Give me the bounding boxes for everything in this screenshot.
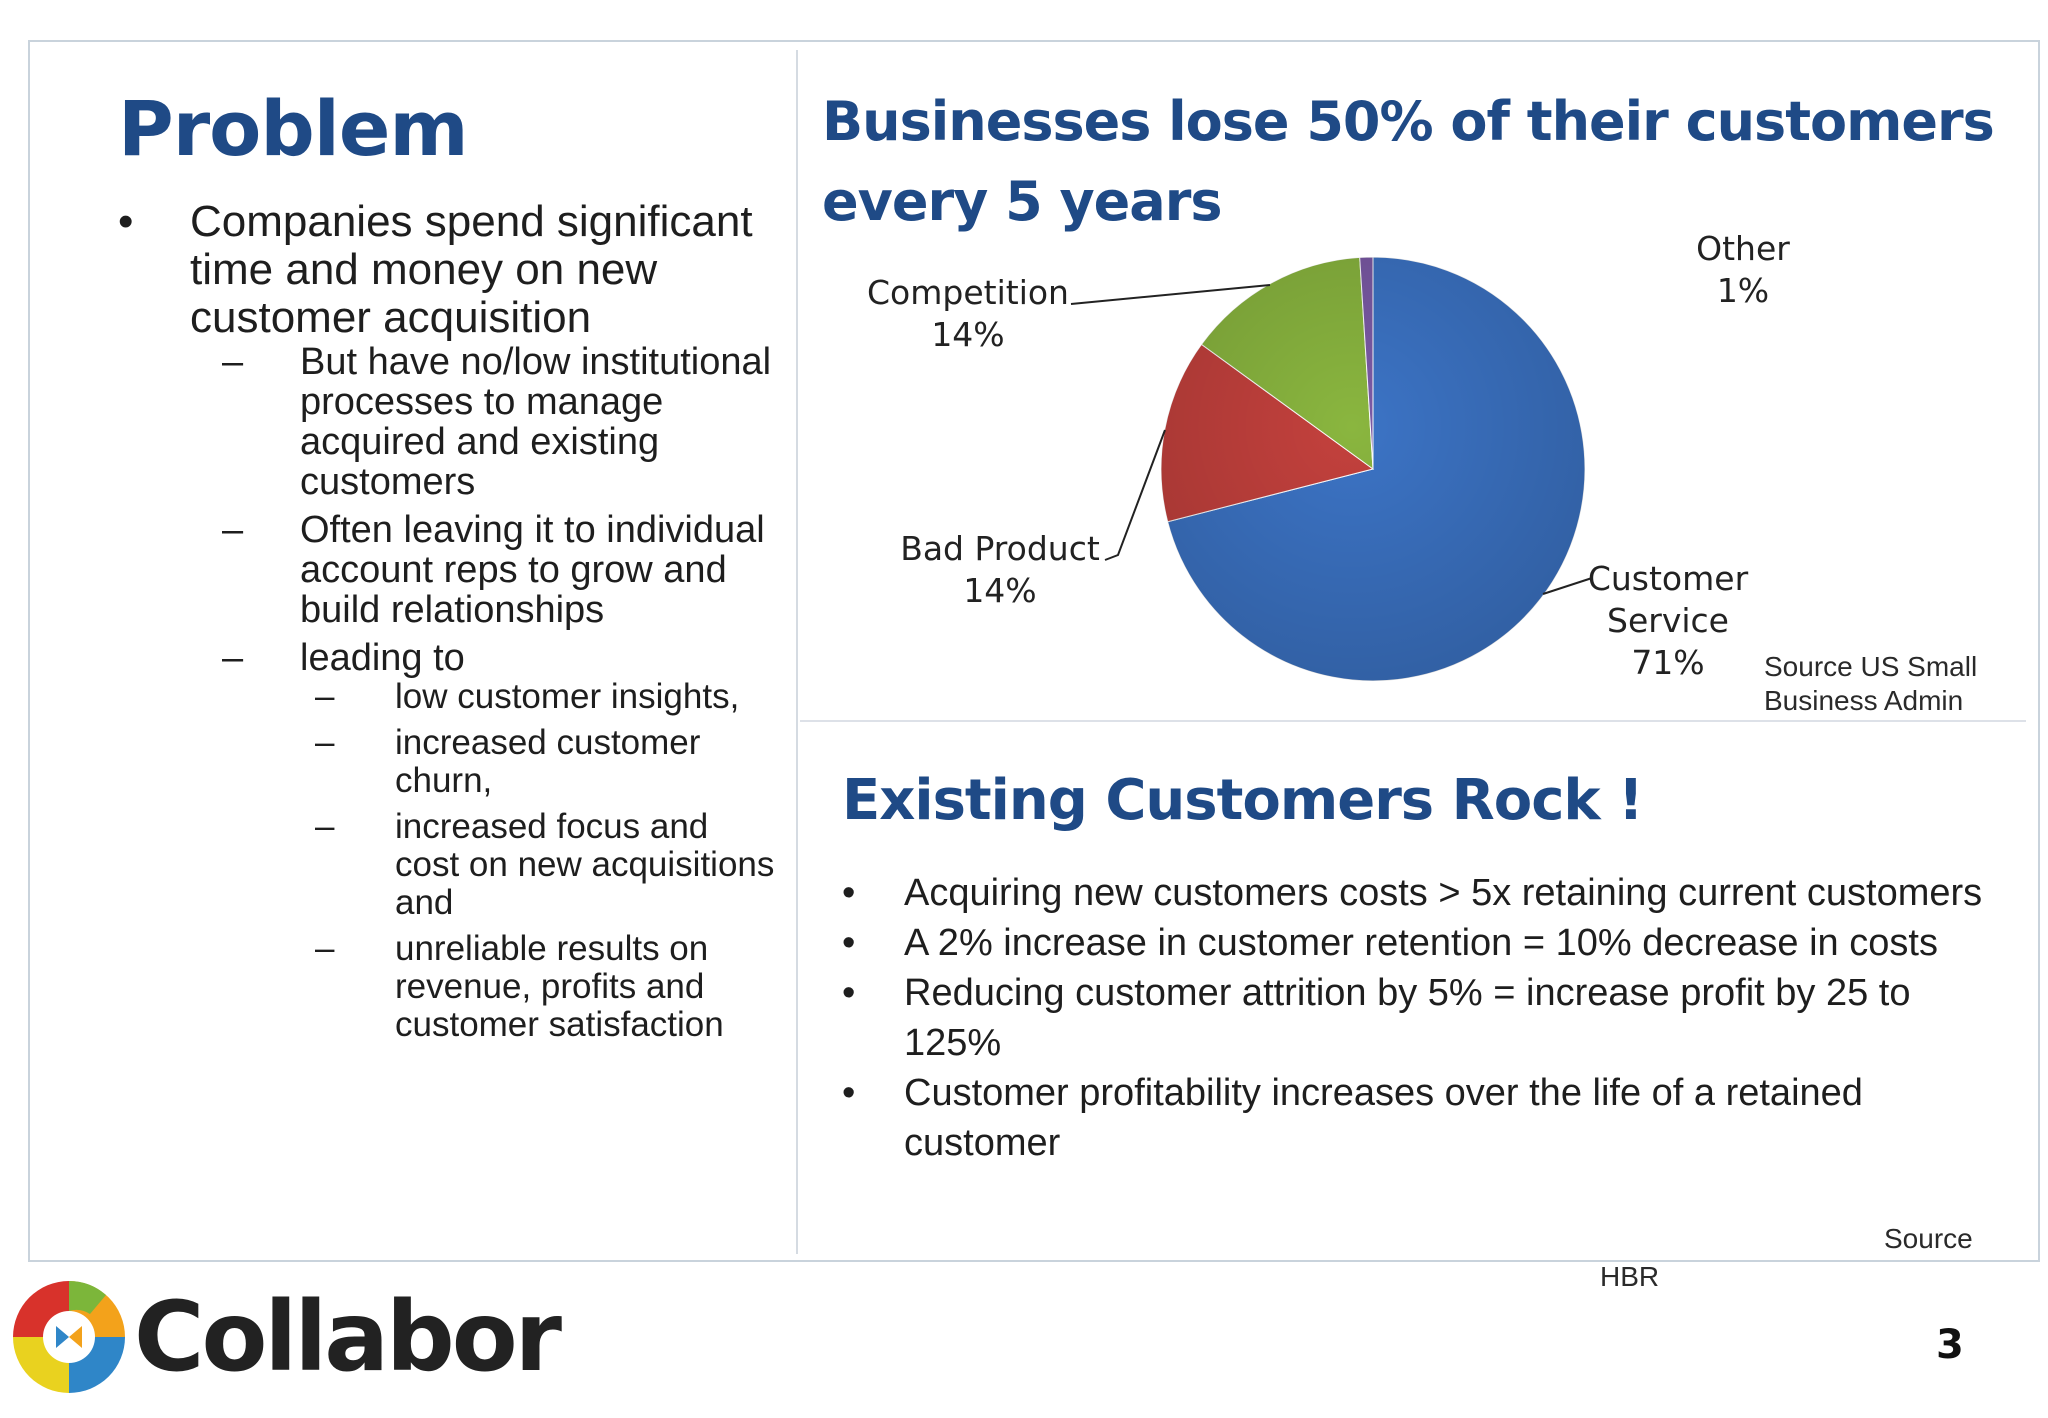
slice-label-other-value: 1% (1717, 271, 1769, 310)
slice-label-competition-value: 14% (931, 315, 1004, 354)
leading-to-text: increased focus and cost on new acquisit… (395, 807, 775, 922)
logo-swirl-icon (13, 1281, 125, 1393)
rock-item-text: A 2% increase in customer retention = 10… (904, 922, 1938, 964)
rock-item-text: Reducing customer attrition by 5% = incr… (904, 972, 1911, 1064)
subpoint: leading to low customer insights, increa… (190, 638, 778, 1044)
row-divider (800, 720, 2026, 722)
column-divider (796, 50, 798, 1254)
pie-chart: Competition 14% Other 1% Bad Product 14%… (867, 229, 1790, 682)
subpoint: But have no/low institutional processes … (190, 342, 778, 502)
leader-line-competition (1070, 284, 1271, 305)
leading-to-text: increased customer churn, (395, 723, 701, 800)
rock-item: Reducing customer attrition by 5% = incr… (842, 968, 2002, 1068)
source-sba-line1: Source US Small (1764, 651, 1978, 682)
leading-to-item: low customer insights, (190, 677, 778, 717)
slice-label-competition-name: Competition (867, 273, 1069, 312)
problem-bullet-text: Companies spend significant time and mon… (190, 197, 753, 342)
rock-item: Acquiring new customers costs > 5x retai… (842, 868, 2002, 918)
rock-item: A 2% increase in customer retention = 10… (842, 918, 2002, 968)
rock-item-text: Acquiring new customers costs > 5x retai… (904, 872, 1983, 914)
pie-shading (1161, 257, 1585, 681)
chart-title: Businesses lose 50% of their customers e… (822, 90, 1995, 233)
problem-bullet: Companies spend significant time and mon… (118, 198, 778, 1044)
leader-line-customer-service (1542, 577, 1593, 595)
leading-to-text: low customer insights, (395, 677, 740, 716)
subpoint-text: But have no/low institutional processes … (300, 341, 772, 503)
slice-label-customer-service-value: 71% (1631, 643, 1704, 682)
leading-to-item: increased customer churn, (190, 724, 778, 800)
logo-wordmark: Collabor (134, 1281, 562, 1393)
slice-label-bad-product-value: 14% (963, 571, 1036, 610)
leading-to-text: unreliable results on revenue, profits a… (395, 929, 724, 1044)
leader-line-bad-product (1104, 429, 1166, 561)
source-label: Source (1884, 1223, 1973, 1254)
rock-item-text: Customer profitability increases over th… (904, 1072, 1863, 1164)
collabor-logo: Collabor (10, 1272, 562, 1402)
leading-to-item: unreliable results on revenue, profits a… (190, 930, 778, 1044)
slice-label-bad-product-name: Bad Product (900, 529, 1100, 568)
slice-label-customer-service-line2: Service (1607, 601, 1729, 640)
problem-list: Companies spend significant time and mon… (118, 198, 778, 1052)
page-number: 3 (1936, 1322, 1964, 1368)
rock-item: Customer profitability increases over th… (842, 1068, 2002, 1168)
problem-title: Problem (118, 84, 469, 173)
source-hbr: HBR (1600, 1261, 1660, 1292)
source-sba-line2: Business Admin (1764, 685, 1964, 716)
subpoint: Often leaving it to individual account r… (190, 510, 778, 630)
slide-frame (28, 40, 2040, 1262)
subpoint-text: Often leaving it to individual account r… (300, 509, 765, 631)
leading-to-item: increased focus and cost on new acquisit… (190, 808, 778, 922)
rock-list: Acquiring new customers costs > 5x retai… (842, 868, 2002, 1168)
slice-label-other-name: Other (1696, 229, 1790, 268)
source-sba: Source US Small Business Admin (1764, 650, 1977, 718)
rock-title: Existing Customers Rock ! (842, 768, 1644, 833)
slice-label-customer-service-line1: Customer (1588, 559, 1749, 598)
subpoint-text: leading to (300, 637, 465, 679)
